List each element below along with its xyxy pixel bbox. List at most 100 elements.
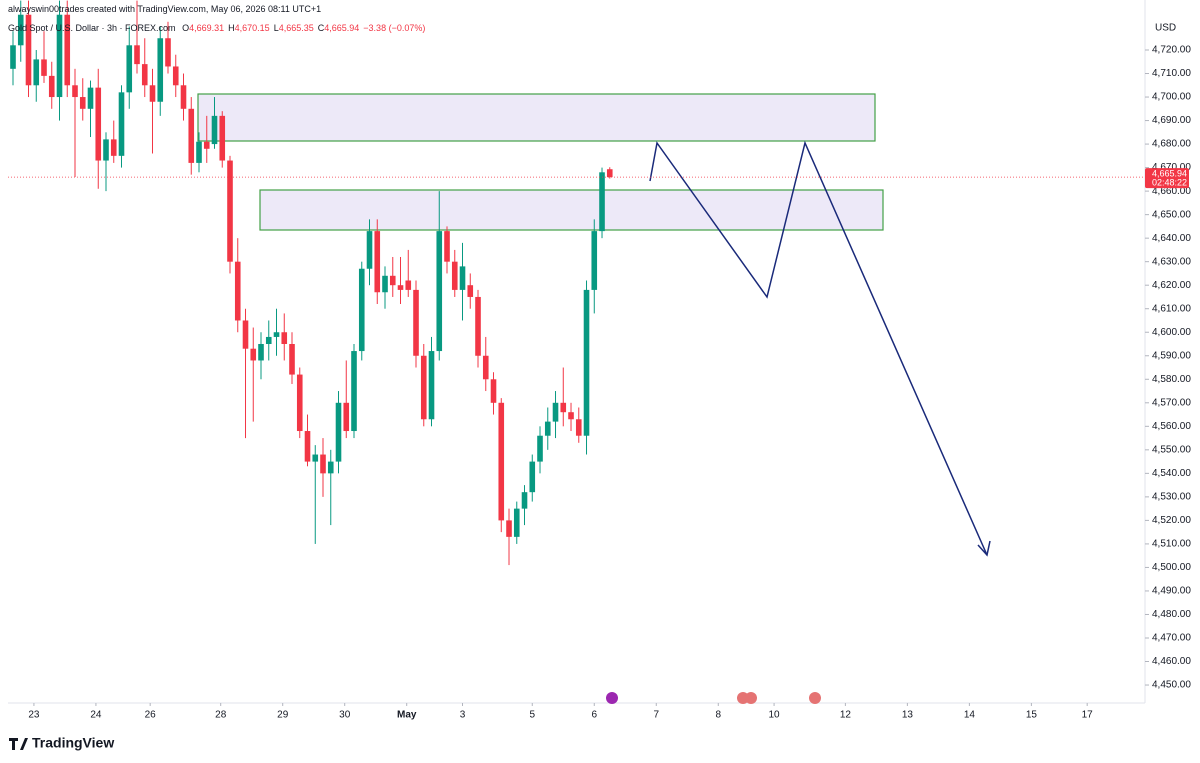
event-icons — [606, 692, 821, 704]
projection-path — [649, 140, 988, 556]
candle-body — [25, 14, 32, 86]
symbol: Gold Spot / U.S. Dollar · 3h · FOREX.com — [8, 23, 176, 33]
candle-body — [537, 435, 543, 462]
y-tick-label: 4,670.00 — [1152, 162, 1191, 173]
x-tick-label: 30 — [339, 710, 351, 721]
y-tick-label: 4,590.00 — [1152, 350, 1191, 361]
candle-body — [606, 169, 613, 178]
y-tick-label: 4,540.00 — [1152, 468, 1191, 479]
candle-body — [72, 85, 78, 98]
candle-body — [48, 75, 55, 98]
candle-body — [250, 348, 257, 361]
candle-body — [451, 261, 458, 290]
candle-body — [506, 520, 512, 537]
y-tick-label: 4,500.00 — [1152, 562, 1191, 573]
candle-body — [149, 85, 156, 102]
x-tick-label: 17 — [1082, 710, 1094, 721]
candle-body — [366, 231, 373, 269]
x-tick-label: 28 — [215, 710, 227, 721]
ohlc-key: H — [228, 23, 235, 33]
y-tick-label: 4,660.00 — [1152, 186, 1191, 197]
candle-body — [126, 45, 133, 93]
candle-body — [17, 14, 24, 46]
ohlc-value: 4,669.31 — [189, 23, 225, 33]
candle-body — [413, 289, 419, 356]
candle-body — [382, 275, 388, 293]
candle-body — [118, 92, 125, 156]
x-tick-label: 23 — [28, 710, 40, 721]
candle-body — [41, 59, 47, 76]
candle-body — [180, 85, 187, 109]
candle-body — [165, 38, 171, 67]
candle-body — [157, 38, 164, 102]
event-icon — [606, 692, 618, 704]
candle-body — [234, 261, 241, 321]
y-tick-label: 4,650.00 — [1152, 209, 1191, 220]
y-tick-label: 4,550.00 — [1152, 444, 1191, 455]
brand: TradingView — [9, 735, 114, 751]
event-icon — [745, 692, 757, 704]
y-tick-label: 4,620.00 — [1152, 280, 1191, 291]
candle-body — [219, 115, 226, 161]
y-tick-label: 4,510.00 — [1152, 539, 1191, 550]
y-tick-label: 4,480.00 — [1152, 609, 1191, 620]
candle-body — [513, 508, 520, 537]
candle-body — [428, 351, 435, 420]
candle-body — [490, 379, 497, 403]
x-tick-label: 12 — [840, 710, 852, 721]
event-icon — [809, 692, 821, 704]
candle-body — [389, 275, 396, 286]
candle-body — [467, 285, 474, 297]
x-tick-label: 29 — [277, 710, 289, 721]
candle-body — [397, 285, 404, 290]
candle-body — [265, 336, 272, 344]
candle-body — [95, 87, 102, 161]
x-tick-label: 10 — [769, 710, 781, 721]
candle-body — [327, 461, 334, 474]
x-tick-label: 5 — [529, 710, 535, 721]
candle-body — [258, 343, 264, 361]
projection-arrowhead — [977, 540, 991, 557]
candle-body — [203, 141, 210, 149]
candle-body — [374, 231, 381, 293]
x-tick-label: 6 — [591, 710, 597, 721]
y-tick-label: 4,600.00 — [1152, 327, 1191, 338]
candle-body — [475, 296, 481, 356]
countdown: 02:48:22 — [1152, 178, 1187, 188]
candle-body — [33, 59, 40, 86]
supply-zone — [259, 189, 884, 231]
candle-body — [529, 461, 536, 493]
y-tick-label: 4,700.00 — [1152, 92, 1191, 103]
candle-body — [296, 374, 303, 432]
candle-body — [273, 332, 280, 337]
y-tick-label: 4,490.00 — [1152, 586, 1191, 597]
candle-body — [583, 289, 590, 436]
candle-body — [304, 431, 311, 462]
candle-body — [87, 87, 94, 109]
candle-body — [188, 108, 195, 163]
y-tick-label: 4,470.00 — [1152, 633, 1191, 644]
x-tick-label: 13 — [902, 710, 914, 721]
ohlc-key: C — [317, 23, 325, 33]
ohlc-key: L — [273, 23, 279, 33]
x-tick-label: 3 — [460, 710, 466, 721]
candle-body — [196, 141, 202, 163]
y-tick-label: 4,680.00 — [1152, 139, 1191, 150]
x-tick-label: 15 — [1026, 710, 1038, 721]
x-tick-label: 24 — [90, 710, 102, 721]
x-tick-label: May — [397, 710, 417, 721]
candle-body — [405, 280, 412, 290]
x-tick-label: 14 — [964, 710, 976, 721]
ohlc-value: 4,665.94 — [324, 23, 360, 33]
y-tick-label: 4,630.00 — [1152, 256, 1191, 267]
x-tick-label: 7 — [653, 710, 659, 721]
candle-body — [482, 355, 489, 380]
candle-body — [351, 351, 357, 432]
y-tick-label: 4,720.00 — [1152, 45, 1191, 56]
zones — [197, 93, 884, 231]
candle-body — [134, 45, 140, 65]
change: −3.38 (−0.07%) — [363, 23, 426, 33]
candle-body — [521, 492, 528, 509]
candle-body — [64, 14, 71, 86]
candle-body — [320, 454, 326, 474]
